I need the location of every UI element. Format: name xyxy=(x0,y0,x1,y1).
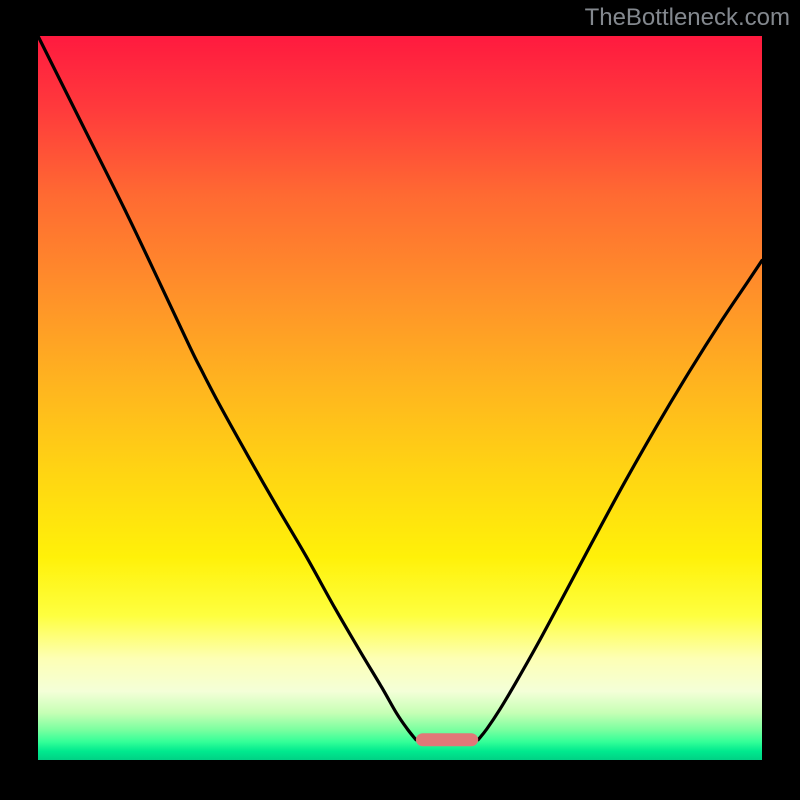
bottleneck-chart xyxy=(38,36,762,760)
plot-area xyxy=(38,36,762,760)
gradient-background xyxy=(38,36,762,760)
chart-container: TheBottleneck.com xyxy=(0,0,800,800)
bottleneck-marker xyxy=(416,733,478,746)
watermark-text: TheBottleneck.com xyxy=(585,4,790,32)
